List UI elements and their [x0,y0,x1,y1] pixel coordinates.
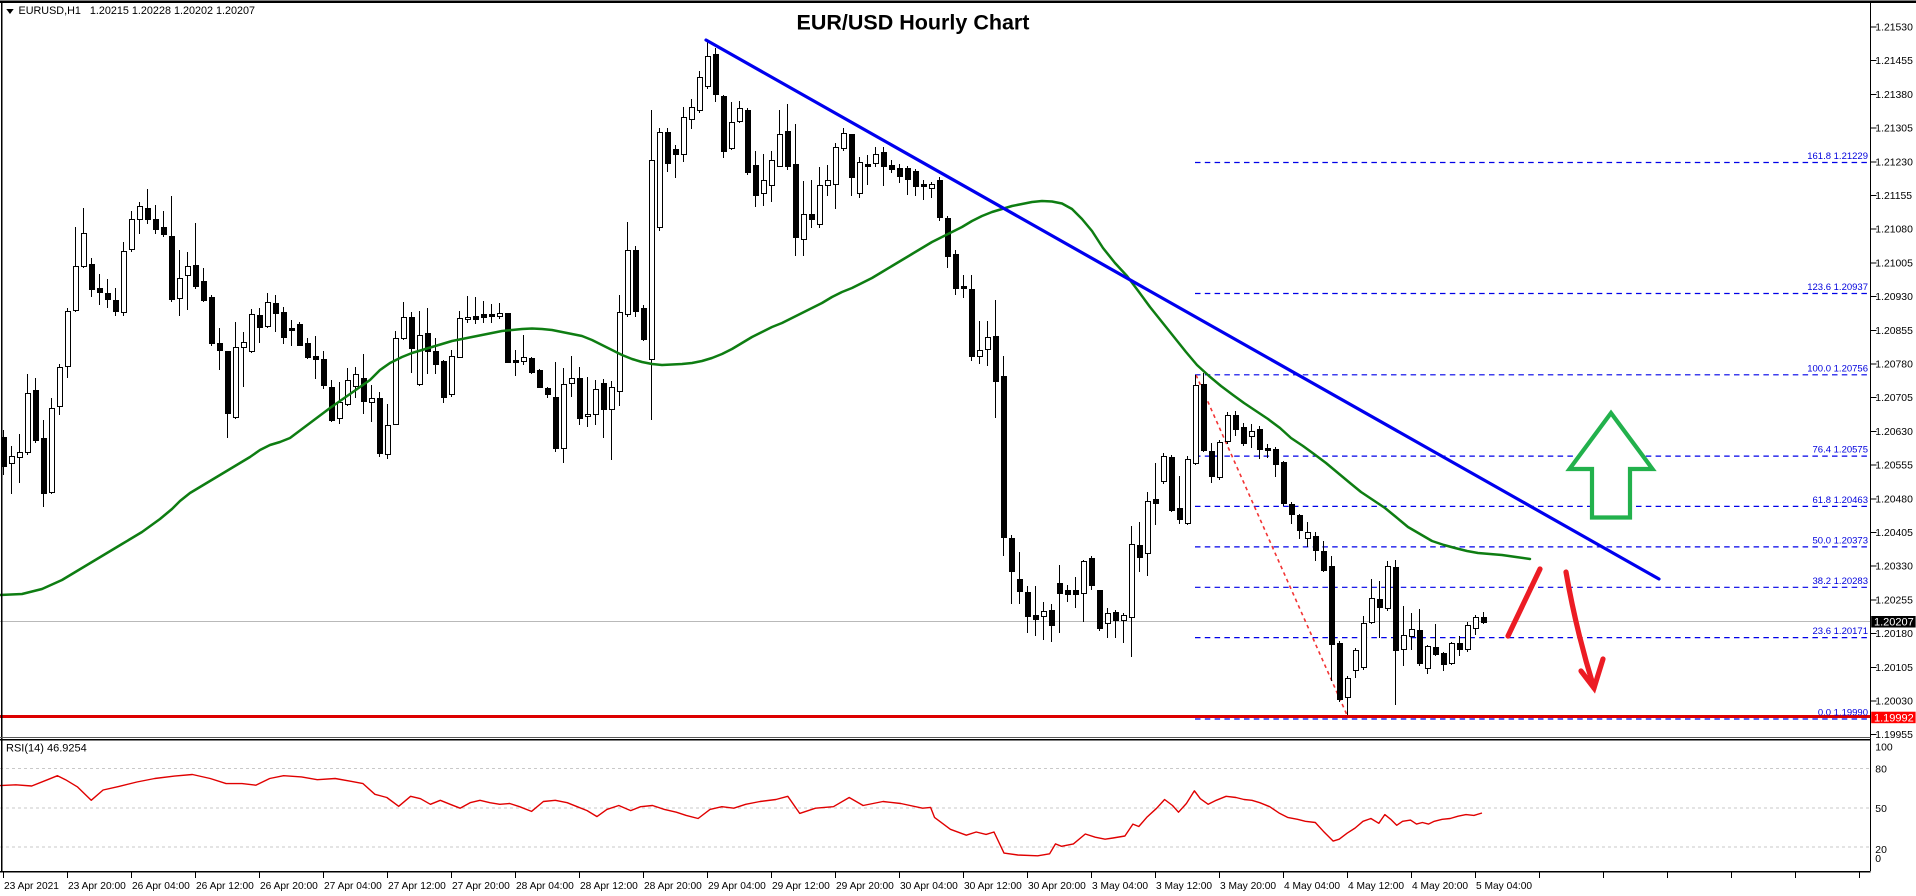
svg-text:EURUSD,H1 1.20215 1.20228 1.: EURUSD,H1 1.20215 1.20228 1.20202 1.2020… [19,5,256,17]
svg-text:1.20405: 1.20405 [1875,528,1913,539]
svg-text:1.20630: 1.20630 [1875,427,1913,438]
svg-text:20: 20 [1875,845,1887,856]
svg-text:100: 100 [1875,743,1893,754]
svg-text:1.21530: 1.21530 [1875,23,1913,34]
svg-text:27 Apr 20:00: 27 Apr 20:00 [452,881,510,892]
svg-text:38.2 1.20283: 38.2 1.20283 [1813,576,1868,587]
svg-text:1.20255: 1.20255 [1875,595,1913,606]
svg-text:100.0 1.20756: 100.0 1.20756 [1807,363,1868,374]
svg-text:26 Apr 12:00: 26 Apr 12:00 [196,881,254,892]
svg-text:1.21230: 1.21230 [1875,157,1913,168]
svg-text:1.20705: 1.20705 [1875,393,1913,404]
svg-text:3 May 04:00: 3 May 04:00 [1092,881,1148,892]
svg-text:1.19992: 1.19992 [1874,712,1914,724]
svg-text:161.8 1.21229: 161.8 1.21229 [1807,151,1868,162]
svg-text:4 May 12:00: 4 May 12:00 [1348,881,1404,892]
svg-text:1.20030: 1.20030 [1875,697,1913,708]
svg-text:50.0 1.20373: 50.0 1.20373 [1813,535,1868,546]
svg-text:5 May 04:00: 5 May 04:00 [1476,881,1532,892]
svg-text:1.20207: 1.20207 [1874,617,1914,629]
svg-text:28 Apr 20:00: 28 Apr 20:00 [644,881,702,892]
svg-text:1.20105: 1.20105 [1875,663,1913,674]
svg-text:0.0 1.19990: 0.0 1.19990 [1818,708,1868,719]
svg-text:1.21005: 1.21005 [1875,258,1913,269]
svg-text:23.6 1.20171: 23.6 1.20171 [1813,626,1868,637]
svg-text:28 Apr 12:00: 28 Apr 12:00 [580,881,638,892]
svg-text:EUR/USD Hourly Chart: EUR/USD Hourly Chart [797,11,1030,35]
svg-text:80: 80 [1875,764,1887,775]
svg-text:1.21155: 1.21155 [1875,191,1912,202]
svg-text:23 Apr 2021: 23 Apr 2021 [4,881,59,892]
svg-text:1.21080: 1.21080 [1875,225,1913,236]
svg-text:RSI(14) 46.9254: RSI(14) 46.9254 [6,743,87,755]
svg-text:29 Apr 20:00: 29 Apr 20:00 [836,881,894,892]
svg-text:30 Apr 12:00: 30 Apr 12:00 [964,881,1022,892]
svg-text:29 Apr 04:00: 29 Apr 04:00 [708,881,766,892]
svg-text:1.20855: 1.20855 [1875,326,1913,337]
svg-text:1.21380: 1.21380 [1875,90,1913,101]
svg-text:76.4 1.20575: 76.4 1.20575 [1813,445,1868,456]
svg-text:1.20180: 1.20180 [1875,629,1913,640]
svg-text:1.20330: 1.20330 [1875,562,1913,573]
svg-text:30 Apr 04:00: 30 Apr 04:00 [900,881,958,892]
svg-text:0: 0 [1875,854,1881,865]
svg-text:27 Apr 12:00: 27 Apr 12:00 [388,881,446,892]
svg-text:27 Apr 04:00: 27 Apr 04:00 [324,881,382,892]
svg-text:1.20780: 1.20780 [1875,360,1913,371]
svg-text:29 Apr 12:00: 29 Apr 12:00 [772,881,830,892]
svg-text:1.21305: 1.21305 [1875,124,1913,135]
svg-text:26 Apr 20:00: 26 Apr 20:00 [260,881,318,892]
svg-text:50: 50 [1875,804,1887,815]
svg-text:3 May 20:00: 3 May 20:00 [1220,881,1276,892]
svg-text:4 May 04:00: 4 May 04:00 [1284,881,1340,892]
svg-text:1.19955: 1.19955 [1875,730,1913,741]
svg-text:61.8 1.20463: 61.8 1.20463 [1813,495,1868,506]
svg-text:1.20930: 1.20930 [1875,292,1913,303]
svg-text:1.21455: 1.21455 [1875,56,1913,67]
svg-text:1.20480: 1.20480 [1875,494,1913,505]
svg-text:3 May 12:00: 3 May 12:00 [1156,881,1212,892]
svg-text:4 May 20:00: 4 May 20:00 [1412,881,1468,892]
svg-text:23 Apr 20:00: 23 Apr 20:00 [68,881,126,892]
svg-text:28 Apr 04:00: 28 Apr 04:00 [516,881,574,892]
svg-text:1.20555: 1.20555 [1875,461,1913,472]
svg-text:123.6 1.20937: 123.6 1.20937 [1807,282,1868,293]
svg-text:30 Apr 20:00: 30 Apr 20:00 [1028,881,1086,892]
svg-text:26 Apr 04:00: 26 Apr 04:00 [132,881,190,892]
